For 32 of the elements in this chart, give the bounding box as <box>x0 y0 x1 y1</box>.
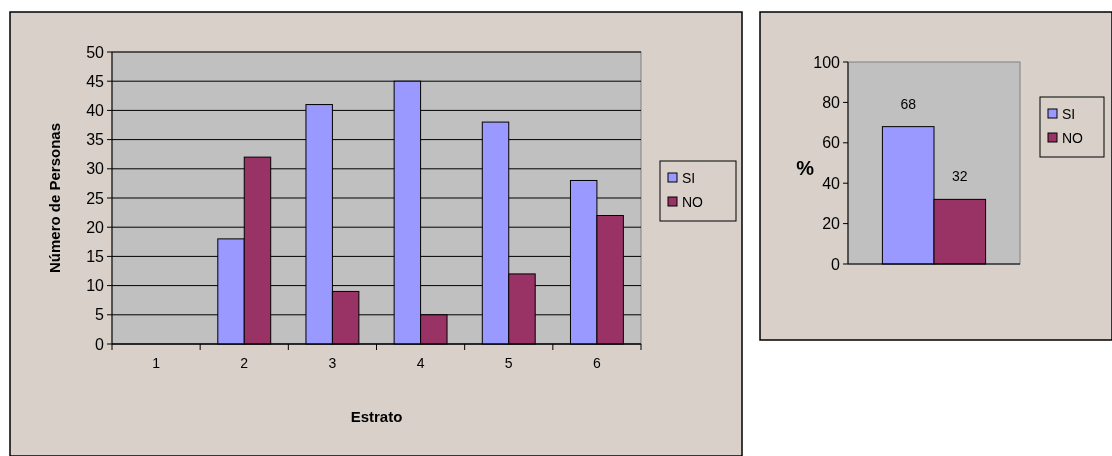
x-tick-label: 1 <box>152 355 161 371</box>
y-tick-label: 10 <box>86 277 105 295</box>
legend-label: SI <box>1062 105 1076 122</box>
y-tick-label: 30 <box>86 160 105 178</box>
y-tick-label: 35 <box>86 131 105 149</box>
y-tick-label: 5 <box>95 306 105 324</box>
data-label: 68 <box>900 95 917 112</box>
x-tick-label: 5 <box>504 355 513 371</box>
x-tick-label: 4 <box>416 355 425 371</box>
y-tick-label: 0 <box>95 335 105 353</box>
y-tick-label: 45 <box>86 72 105 90</box>
y-axis-title: Número de Personas <box>46 122 63 274</box>
x-tick-label: 6 <box>593 355 602 371</box>
y-tick-label: 20 <box>86 218 105 236</box>
legend-label: NO <box>1062 129 1084 146</box>
y-tick-label: 25 <box>86 189 105 207</box>
x-axis-title: Estrato <box>350 408 403 425</box>
data-label: 32 <box>952 168 968 185</box>
y-tick-label: 40 <box>86 102 105 119</box>
y-tick-label: 0 <box>831 255 841 273</box>
y-tick-label: 60 <box>822 134 841 152</box>
x-tick-label: 2 <box>240 355 249 371</box>
legend-label: NO <box>682 193 704 210</box>
y-tick-label: 80 <box>822 94 841 111</box>
y-tick-label: 100 <box>813 53 841 71</box>
legend-label: SI <box>682 169 696 186</box>
y-tick-label: 50 <box>86 43 105 61</box>
y-tick-label: 15 <box>86 248 105 265</box>
y-tick-label: 20 <box>822 215 841 233</box>
y-axis-title: % <box>796 157 815 179</box>
y-tick-label: 40 <box>822 174 841 192</box>
x-tick-label: 3 <box>328 355 337 371</box>
